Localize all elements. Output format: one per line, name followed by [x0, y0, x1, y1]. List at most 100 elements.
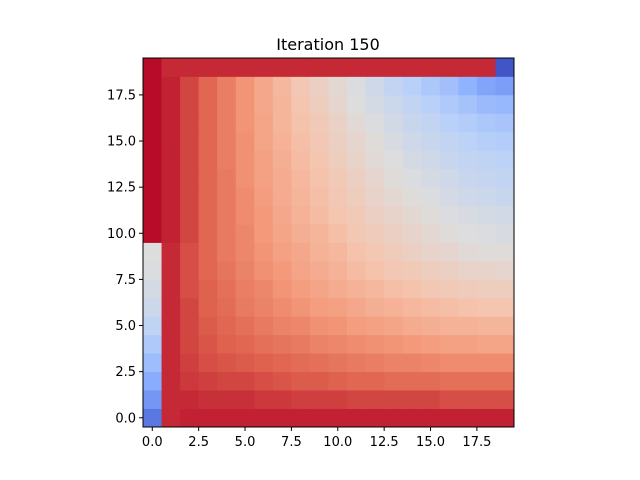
heatmap-cell: [161, 371, 181, 391]
heatmap-cell: [272, 390, 292, 409]
heatmap-cell: [143, 242, 162, 262]
heatmap-cell: [198, 316, 218, 336]
heatmap-cell: [143, 353, 162, 373]
heatmap-cell: [328, 113, 348, 133]
heatmap-cell: [143, 113, 162, 133]
heatmap-cell: [476, 205, 496, 225]
heatmap-cell: [291, 205, 311, 225]
heatmap-cell: [402, 76, 422, 96]
heatmap-cell: [272, 297, 292, 317]
heatmap-cell: [143, 279, 162, 299]
y-axis-ticks: 0.0 2.5 5.0 7.5 10.0 12.5 15.0 17.5: [107, 88, 143, 426]
heatmap-cell: [347, 94, 366, 114]
x-tick-label: 2.5: [188, 435, 209, 450]
heatmap-cell: [309, 408, 329, 428]
heatmap-cell: [309, 316, 329, 336]
heatmap-cell: [402, 113, 422, 133]
heatmap-cell: [309, 297, 329, 317]
heatmap-cell: [439, 150, 459, 170]
heatmap-cell: [291, 242, 311, 262]
heatmap-cell: [402, 205, 422, 225]
x-tick-label: 7.5: [281, 435, 302, 450]
heatmap-cell: [347, 205, 366, 225]
heatmap-cell: [384, 94, 404, 114]
heatmap-cell: [180, 242, 200, 262]
heatmap-cell: [421, 242, 441, 262]
heatmap-cell: [143, 390, 162, 409]
heatmap-cell: [254, 150, 274, 170]
heatmap-cell: [402, 187, 422, 206]
heatmap-cell: [254, 408, 274, 428]
heatmap-cell: [476, 76, 496, 96]
heatmap-cell: [384, 371, 404, 391]
heatmap-cell: [402, 242, 422, 262]
heatmap-cell: [421, 316, 441, 336]
heatmap-cell: [217, 205, 237, 225]
heatmap-cell: [291, 113, 311, 133]
heatmap-cell: [476, 390, 496, 409]
heatmap-cell: [161, 150, 181, 170]
heatmap-cell: [328, 260, 348, 280]
heatmap-cell: [421, 408, 441, 428]
heatmap-cell: [347, 279, 366, 299]
heatmap-cell: [458, 408, 478, 428]
heatmap-cell: [421, 371, 441, 391]
heatmap-cell: [365, 316, 385, 336]
heatmap-cell: [309, 113, 329, 133]
heatmap-cell: [402, 279, 422, 299]
heatmap-cell: [384, 353, 404, 373]
heatmap-cell: [458, 113, 478, 133]
heatmap-cell: [476, 131, 496, 151]
heatmap-cell: [458, 334, 478, 354]
heatmap-cell: [476, 94, 496, 114]
heatmap-cell: [161, 205, 181, 225]
heatmap-cell: [198, 113, 218, 133]
heatmap-cell: [328, 297, 348, 317]
heatmap-cell: [217, 168, 237, 188]
heatmap-cell: [365, 76, 385, 96]
heatmap-cell: [198, 58, 218, 77]
heatmap-cell: [180, 334, 200, 354]
heatmap-cell: [198, 187, 218, 206]
heatmap-cell: [254, 334, 274, 354]
heatmap-cell: [143, 260, 162, 280]
heatmap-cell: [143, 316, 162, 336]
heatmap-cell: [143, 131, 162, 151]
heatmap-cell: [161, 279, 181, 299]
heatmap-cell: [495, 408, 515, 428]
heatmap-cell: [309, 187, 329, 206]
heatmap-cell: [402, 94, 422, 114]
heatmap-cell: [365, 94, 385, 114]
heatmap-cell: [495, 334, 515, 354]
heatmap-cell: [458, 76, 478, 96]
heatmap-cell: [254, 113, 274, 133]
heatmap-cell: [421, 205, 441, 225]
heatmap-cell: [254, 187, 274, 206]
heatmap-cell: [495, 187, 515, 206]
heatmap-cell: [291, 150, 311, 170]
x-tick-label: 0.0: [142, 435, 163, 450]
heatmap-cell: [161, 187, 181, 206]
heatmap-cell: [217, 297, 237, 317]
heatmap-cell: [365, 113, 385, 133]
heatmap-cell: [143, 187, 162, 206]
heatmap-cell: [402, 316, 422, 336]
heatmap-cell: [198, 390, 218, 409]
heatmap-cell: [476, 353, 496, 373]
heatmap-cell: [402, 168, 422, 188]
heatmap-cell: [254, 76, 274, 96]
heatmap-cell: [217, 76, 237, 96]
heatmap-cell: [495, 131, 515, 151]
heatmap-cell: [309, 94, 329, 114]
heatmap-cell: [161, 76, 181, 96]
x-tick-label: 12.5: [370, 435, 399, 450]
heatmap-cell: [198, 94, 218, 114]
heatmap-cell: [254, 279, 274, 299]
heatmap-cell: [235, 168, 255, 188]
heatmap-cell: [180, 131, 200, 151]
heatmap-cell: [439, 205, 459, 225]
heatmap-cell: [402, 224, 422, 243]
chart-title: Iteration 150: [276, 35, 380, 54]
heatmap-cell: [347, 260, 366, 280]
heatmap-cell: [365, 353, 385, 373]
